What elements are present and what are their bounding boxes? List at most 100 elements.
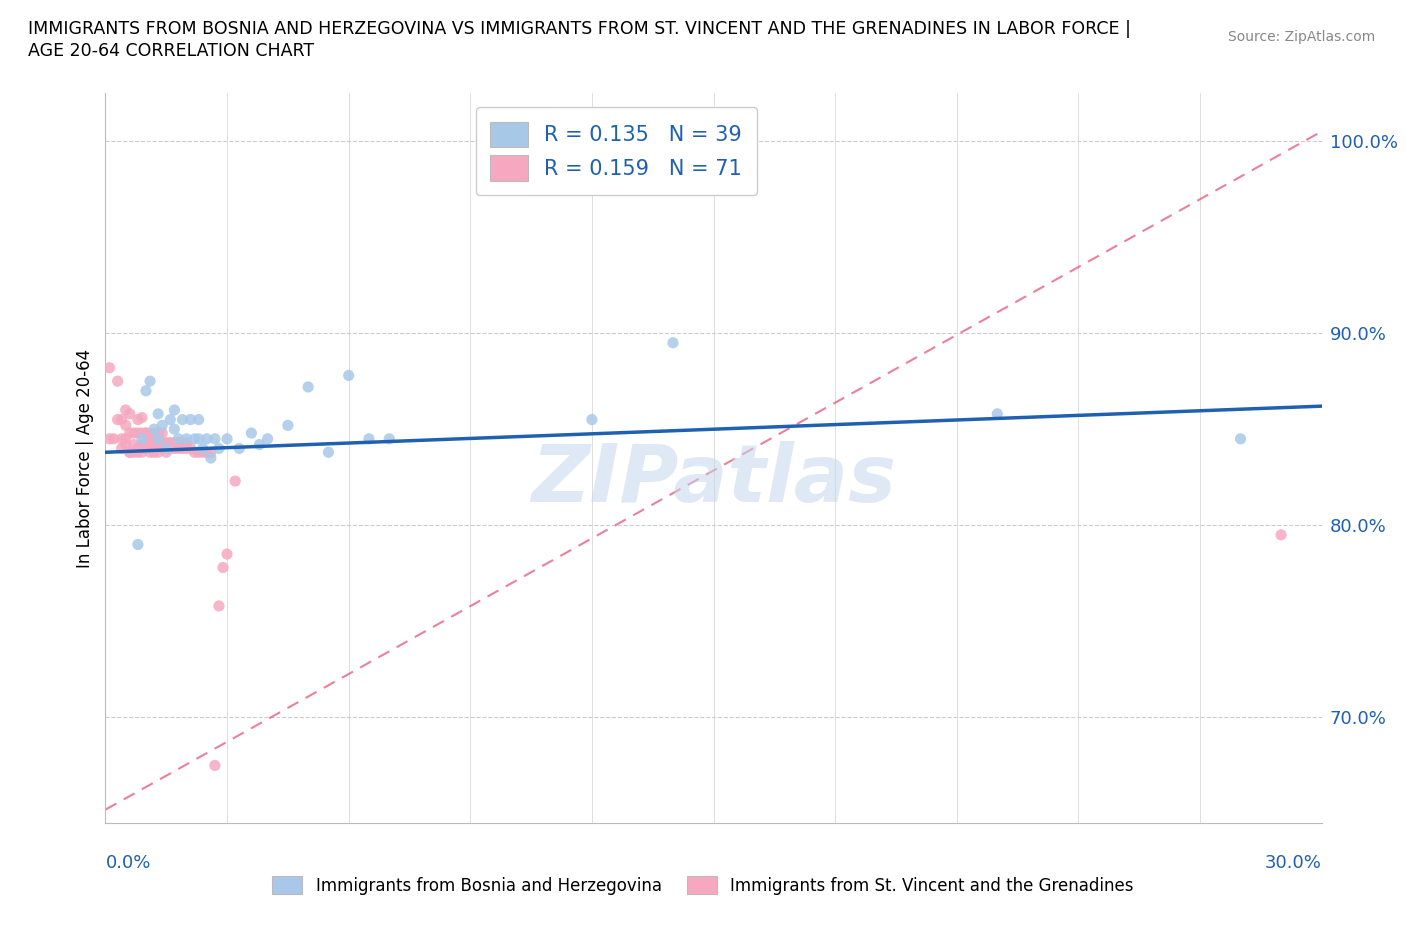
Point (135, 426, 157, 441)
Point (167, 441, 190, 456)
Point (167, 435, 190, 450)
Point (146, 432, 169, 446)
Point (139, 432, 162, 446)
Point (131, 432, 153, 446)
Point (256, 432, 278, 446)
Point (195, 445, 218, 459)
Point (228, 441, 250, 456)
Point (131, 410, 153, 425)
Point (176, 432, 198, 446)
Point (217, 432, 239, 446)
Text: Source: ZipAtlas.com: Source: ZipAtlas.com (1227, 30, 1375, 44)
Point (143, 426, 166, 441)
Text: IMMIGRANTS FROM BOSNIA AND HERZEGOVINA VS IMMIGRANTS FROM ST. VINCENT AND THE GR: IMMIGRANTS FROM BOSNIA AND HERZEGOVINA V… (28, 20, 1130, 38)
Y-axis label: In Labor Force | Age 20-64: In Labor Force | Age 20-64 (76, 349, 94, 567)
Text: 30.0%: 30.0% (1265, 854, 1322, 872)
Point (297, 379, 319, 394)
Legend: Immigrants from Bosnia and Herzegovina, Immigrants from St. Vincent and the Gren: Immigrants from Bosnia and Herzegovina, … (266, 870, 1140, 901)
Point (163, 441, 186, 456)
Point (111, 441, 134, 456)
Point (118, 445, 141, 459)
Point (143, 422, 166, 437)
Point (98, 432, 121, 446)
Point (131, 426, 153, 441)
Legend: R = 0.135   N = 39, R = 0.159   N = 71: R = 0.135 N = 39, R = 0.159 N = 71 (475, 107, 756, 195)
Point (139, 445, 162, 459)
Point (187, 432, 209, 446)
Point (139, 374, 162, 389)
Point (191, 441, 214, 456)
Point (337, 368, 360, 383)
Point (135, 437, 157, 452)
Point (176, 441, 198, 456)
Point (146, 426, 169, 441)
Point (155, 441, 177, 456)
Point (146, 435, 169, 450)
Point (135, 441, 157, 456)
Point (143, 445, 166, 459)
Point (172, 441, 194, 456)
Point (131, 437, 153, 452)
Point (277, 418, 299, 432)
Point (146, 445, 169, 459)
Point (581, 412, 603, 427)
Point (159, 435, 181, 450)
Point (172, 435, 194, 450)
Point (150, 441, 173, 456)
Text: 0.0%: 0.0% (105, 854, 150, 872)
Point (172, 412, 194, 427)
Point (155, 445, 177, 459)
Point (187, 445, 209, 459)
Point (118, 426, 141, 441)
Text: AGE 20-64 CORRELATION CHART: AGE 20-64 CORRELATION CHART (28, 42, 315, 60)
Point (139, 441, 162, 456)
Point (212, 560, 235, 575)
Point (204, 432, 226, 446)
Point (114, 432, 136, 446)
Point (187, 412, 209, 427)
Point (183, 432, 205, 446)
Point (318, 445, 340, 459)
Point (122, 437, 145, 452)
Point (163, 403, 186, 418)
Point (131, 445, 153, 459)
Point (163, 435, 186, 450)
Point (135, 437, 157, 452)
Point (114, 403, 136, 418)
Point (180, 412, 202, 427)
Point (122, 426, 145, 441)
Point (163, 422, 186, 437)
Point (103, 432, 125, 446)
Point (150, 426, 173, 441)
Point (217, 547, 239, 562)
Point (114, 418, 136, 432)
Point (224, 473, 246, 488)
Point (122, 445, 145, 459)
Point (150, 418, 173, 432)
Point (176, 435, 198, 450)
Point (986, 406, 1008, 421)
Point (191, 445, 214, 459)
Point (195, 432, 218, 446)
Point (249, 437, 271, 452)
Point (135, 383, 157, 398)
Point (240, 426, 263, 441)
Point (204, 758, 226, 773)
Text: ZIPatlas: ZIPatlas (531, 441, 896, 519)
Point (131, 441, 153, 456)
Point (111, 432, 134, 446)
Point (155, 435, 177, 450)
Point (127, 537, 149, 551)
Point (107, 412, 129, 427)
Point (159, 441, 181, 456)
Point (200, 451, 222, 466)
Point (127, 441, 149, 456)
Point (183, 445, 205, 459)
Point (127, 445, 149, 459)
Point (208, 599, 231, 614)
Point (208, 441, 231, 456)
Point (118, 445, 141, 459)
Point (111, 412, 134, 427)
Point (357, 432, 380, 446)
Point (114, 437, 136, 452)
